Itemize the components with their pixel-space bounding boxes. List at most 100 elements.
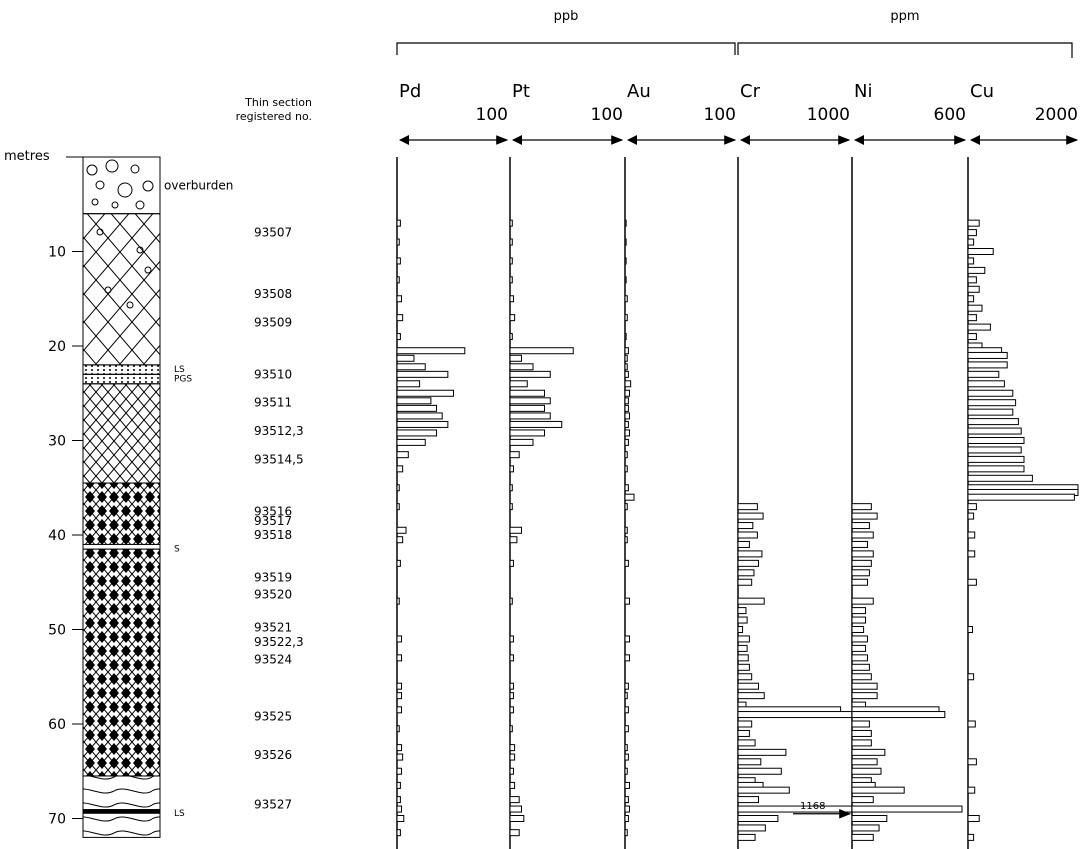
bar — [737, 758, 762, 766]
thin-section-number: 93519 — [254, 571, 292, 585]
thin-section-number: 93511 — [254, 396, 292, 410]
bar — [624, 295, 628, 303]
column-header-cr: Cr 1000 — [740, 81, 851, 145]
thin-section-number: 93520 — [254, 588, 292, 602]
column-scale-label: 2000 — [1035, 105, 1078, 125]
bar — [737, 682, 760, 690]
unit-group-ppm: ppm — [737, 9, 1073, 58]
y-tick-label: 20 — [48, 339, 66, 355]
bar — [624, 397, 629, 405]
bar — [737, 739, 756, 747]
pebble — [111, 201, 119, 209]
overburden-symbols — [86, 159, 154, 210]
bar — [624, 829, 628, 837]
pebble — [95, 180, 105, 190]
bar — [624, 503, 628, 511]
lithology-label: LS — [174, 809, 185, 819]
bar — [967, 673, 975, 681]
lithology-unit — [83, 809, 160, 814]
bar — [624, 597, 631, 605]
y-axis: 10 20 30 40 50 60 70 — [48, 156, 83, 828]
bar — [509, 429, 545, 437]
bar — [396, 503, 400, 511]
bar — [967, 786, 976, 794]
bar — [396, 389, 454, 397]
bar — [967, 229, 977, 237]
circle-mark — [96, 228, 104, 236]
bar — [509, 363, 534, 371]
thin-section-number: 93527 — [254, 797, 292, 811]
bar — [851, 569, 870, 577]
lithology-unit — [82, 364, 161, 375]
bar — [851, 833, 874, 841]
bar — [396, 347, 466, 355]
thin-section-number: 93517 — [254, 514, 292, 528]
bar — [967, 626, 973, 633]
bar — [967, 474, 1033, 482]
bar — [624, 412, 631, 420]
bar — [509, 420, 563, 428]
bar — [396, 536, 404, 544]
thin-section-number: 93508 — [254, 287, 292, 301]
lithology-unit — [82, 543, 161, 550]
bar — [396, 465, 404, 473]
bar — [509, 706, 514, 714]
column-scale-label: 100 — [476, 105, 508, 125]
bar — [509, 753, 516, 761]
lithology-unit — [82, 373, 161, 385]
lithology-label: LS — [174, 365, 185, 375]
bar — [396, 219, 401, 227]
circle-mark — [136, 246, 144, 254]
bar — [509, 781, 516, 789]
bar — [851, 729, 872, 737]
bar — [737, 626, 744, 633]
lithology-label: PGS — [174, 374, 192, 384]
bar — [737, 786, 790, 794]
bar — [624, 354, 628, 362]
thin-section-number: 93516 — [254, 504, 292, 518]
bar — [509, 347, 574, 355]
bar — [737, 824, 766, 832]
bar — [967, 399, 1017, 407]
bar — [509, 219, 513, 227]
bar — [851, 635, 868, 643]
bar — [624, 815, 629, 822]
bar — [509, 484, 513, 492]
bar — [967, 437, 1025, 444]
y-tick-label: 60 — [48, 717, 66, 733]
lithology-unit — [82, 482, 161, 545]
thin-section-number: 93518 — [254, 528, 292, 542]
lithology-label: S — [174, 544, 180, 554]
column-name: Cr — [740, 81, 761, 102]
bar — [967, 833, 975, 841]
bar — [967, 550, 976, 558]
bar — [737, 673, 753, 681]
y-tick-label: 10 — [48, 245, 66, 261]
bar — [737, 729, 750, 737]
bar — [396, 692, 403, 700]
lithology-unit — [82, 213, 161, 366]
bar — [509, 380, 528, 388]
bar — [509, 295, 514, 303]
bar — [509, 389, 545, 397]
bar — [967, 455, 1025, 463]
bar — [509, 503, 513, 511]
bar — [396, 354, 415, 362]
bar — [624, 493, 635, 501]
column-scale-label: 1000 — [807, 105, 850, 125]
bar — [509, 796, 520, 804]
thin-section-number: 93512,3 — [254, 424, 304, 438]
bar — [851, 597, 874, 605]
bar — [851, 824, 880, 832]
bar — [509, 397, 551, 405]
bar — [624, 706, 629, 714]
bar — [967, 815, 980, 822]
bar — [624, 692, 628, 700]
series-pd — [396, 157, 466, 849]
scale-arrow-tail — [854, 135, 864, 145]
bar — [396, 257, 401, 265]
circle-mark — [104, 286, 112, 294]
thin-section-number: 93522,3 — [254, 635, 304, 649]
bar — [967, 758, 977, 766]
